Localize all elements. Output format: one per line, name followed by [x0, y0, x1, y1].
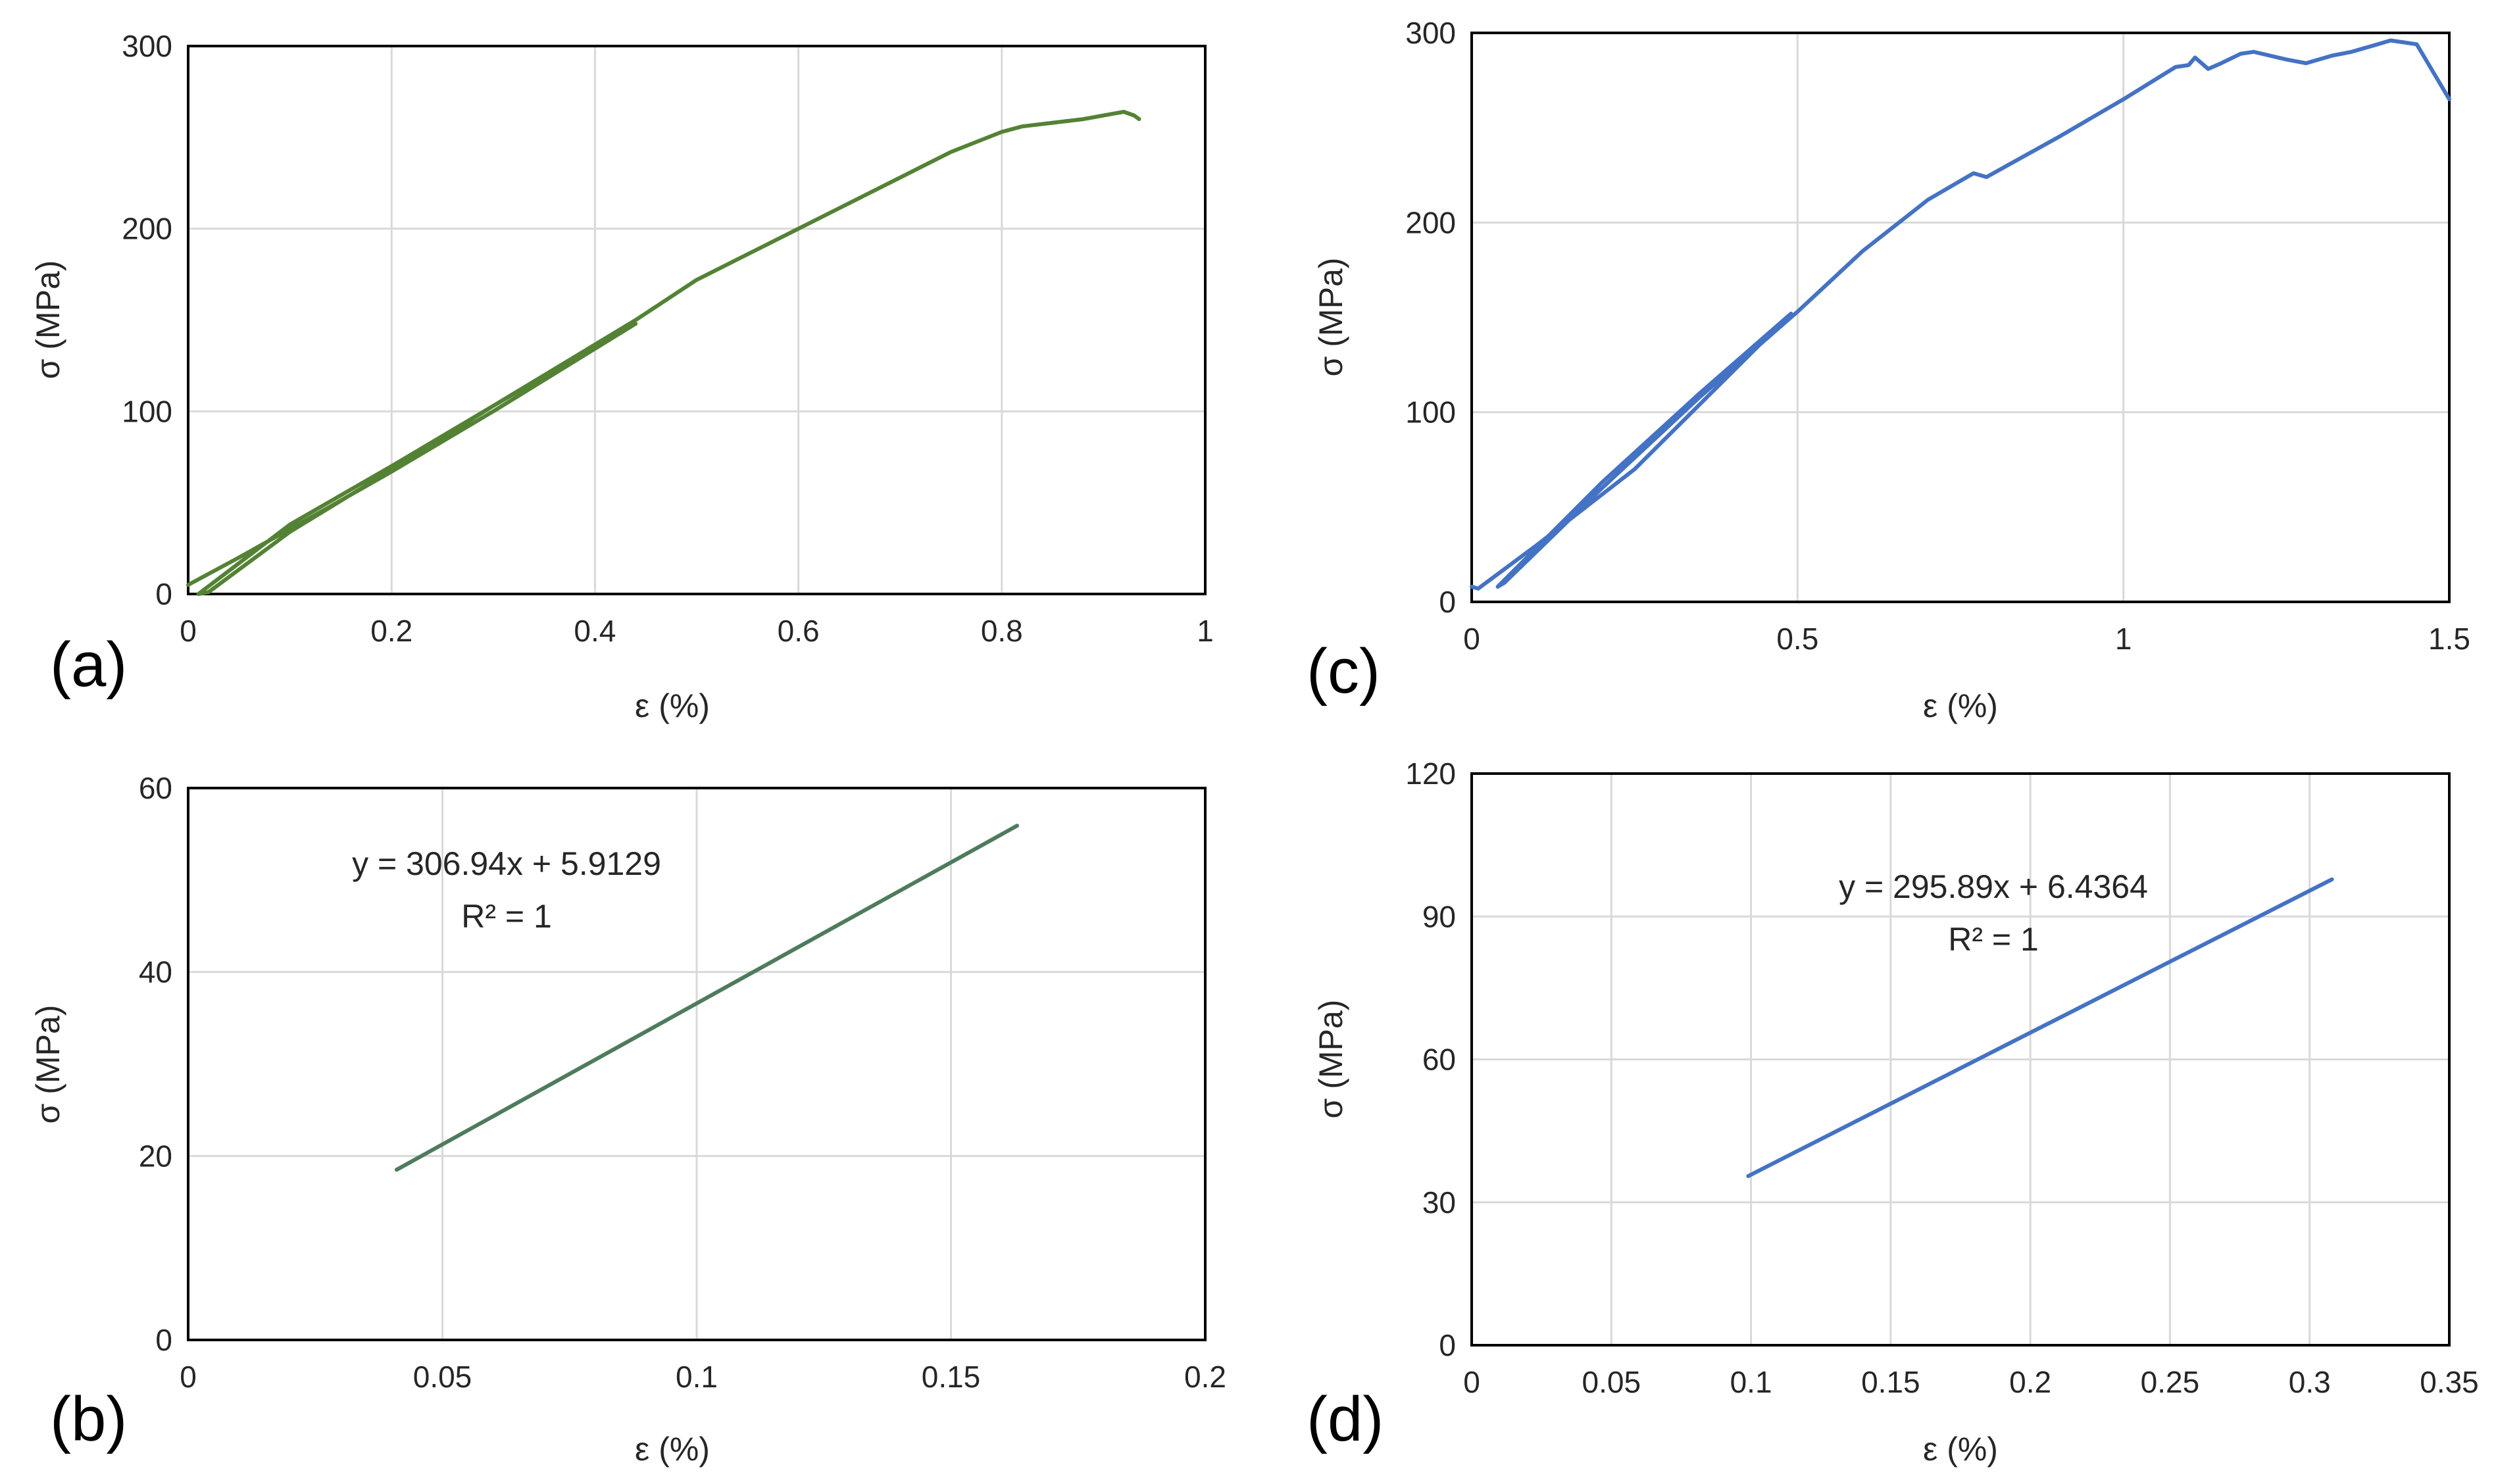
- y-axis-label: σ (MPa): [30, 260, 66, 380]
- x-tick-label: 0.35: [2420, 1365, 2479, 1399]
- x-axis-label: ε (%): [635, 687, 710, 724]
- x-axis-label: ε (%): [1923, 1431, 1998, 1468]
- series-line-stress-strain: [186, 110, 1141, 596]
- trendline-equation: y = 306.94x + 5.9129: [352, 845, 661, 882]
- y-tick-label: 120: [1405, 756, 1456, 791]
- x-tick-label: 0.8: [981, 614, 1023, 648]
- x-axis-label: ε (%): [635, 1431, 710, 1468]
- panel-label: (c): [1307, 636, 1380, 706]
- x-tick-label: 1: [1197, 614, 1214, 648]
- x-tick-label: 0.6: [778, 614, 820, 648]
- y-tick-label: 300: [1405, 16, 1456, 50]
- x-tick-label: 0: [1463, 1365, 1480, 1399]
- series-line-linear-fit: [1746, 877, 2334, 1178]
- x-tick-label: 0.1: [1730, 1365, 1772, 1399]
- series-line-linear-fit: [394, 824, 1019, 1172]
- x-tick-label: 0.3: [2289, 1365, 2331, 1399]
- y-tick-label: 0: [155, 577, 172, 611]
- x-tick-label: 0.2: [1184, 1360, 1226, 1394]
- y-tick-label: 0: [155, 1323, 172, 1357]
- x-tick-label: 0.05: [413, 1360, 472, 1394]
- plot-area-frame: [1470, 32, 2451, 603]
- x-tick-label: 0.2: [2009, 1365, 2051, 1399]
- x-tick-label: 0.15: [1861, 1365, 1920, 1399]
- y-tick-label: 300: [122, 29, 172, 63]
- y-tick-label: 200: [1405, 205, 1456, 239]
- y-tick-label: 0: [1439, 585, 1456, 619]
- y-axis-label: σ (MPa): [1312, 1000, 1349, 1119]
- x-tick-label: 0.4: [574, 614, 616, 648]
- chart-panel-d: 0 0.05 0.1 0.15 0.2 0.25 0.3 0.35 0 30 60 90 120 ε (%…: [1307, 756, 2479, 1468]
- y-axis-label: σ (MPa): [1312, 258, 1349, 377]
- r-squared-label: R² = 1: [1948, 921, 2039, 958]
- panel-label: (a): [50, 630, 127, 700]
- series-line-stress-strain: [1470, 38, 2451, 591]
- chart-panel-a: 0 0.2 0.4 0.6 0.8 1 0 100 200 300 ε (%) σ (MPa) (a): [30, 29, 1214, 724]
- y-tick-label: 60: [139, 771, 172, 805]
- y-tick-label: 0: [1439, 1328, 1456, 1362]
- y-axis-label: σ (MPa): [30, 1005, 66, 1124]
- x-tick-label: 0: [180, 614, 197, 648]
- plot-area-frame: [187, 787, 1207, 1341]
- plot-area-frame: [187, 45, 1207, 595]
- x-tick-label: 0.1: [676, 1360, 718, 1394]
- y-tick-label: 30: [1422, 1185, 1456, 1220]
- x-tick-label: 0.05: [1582, 1365, 1641, 1399]
- x-tick-label: 1.5: [2428, 622, 2470, 656]
- y-tick-label: 90: [1422, 899, 1456, 933]
- x-tick-label: 0: [180, 1360, 197, 1394]
- panel-label: (b): [50, 1384, 127, 1454]
- y-tick-label: 100: [1405, 395, 1456, 430]
- y-tick-label: 60: [1422, 1043, 1456, 1077]
- x-tick-label: 1: [2115, 622, 2132, 656]
- y-tick-label: 100: [122, 394, 172, 428]
- x-tick-label: 0.25: [2141, 1365, 2200, 1399]
- chart-panel-c: 0 0.5 1 1.5 0 100 200 300 ε (%) σ (MPa) (c): [1307, 16, 2470, 724]
- y-tick-label: 40: [139, 955, 172, 989]
- x-axis-label: ε (%): [1923, 687, 1998, 724]
- panel-label: (d): [1307, 1384, 1384, 1454]
- r-squared-label: R² = 1: [461, 898, 552, 935]
- trendline-equation: y = 295.89x + 6.4364: [1839, 868, 2148, 905]
- plot-area-frame: [1470, 772, 2451, 1347]
- x-tick-label: 0.15: [922, 1360, 981, 1394]
- chart-panel-b: 0 0.05 0.1 0.15 0.2 0 20 40 60 ε (%) σ (MPa) (b) y =…: [30, 771, 1226, 1468]
- x-tick-label: 0: [1463, 622, 1480, 656]
- x-tick-label: 0.5: [1776, 622, 1818, 656]
- y-tick-label: 200: [122, 212, 172, 246]
- x-tick-label: 0.2: [370, 614, 412, 648]
- y-tick-label: 20: [139, 1139, 172, 1173]
